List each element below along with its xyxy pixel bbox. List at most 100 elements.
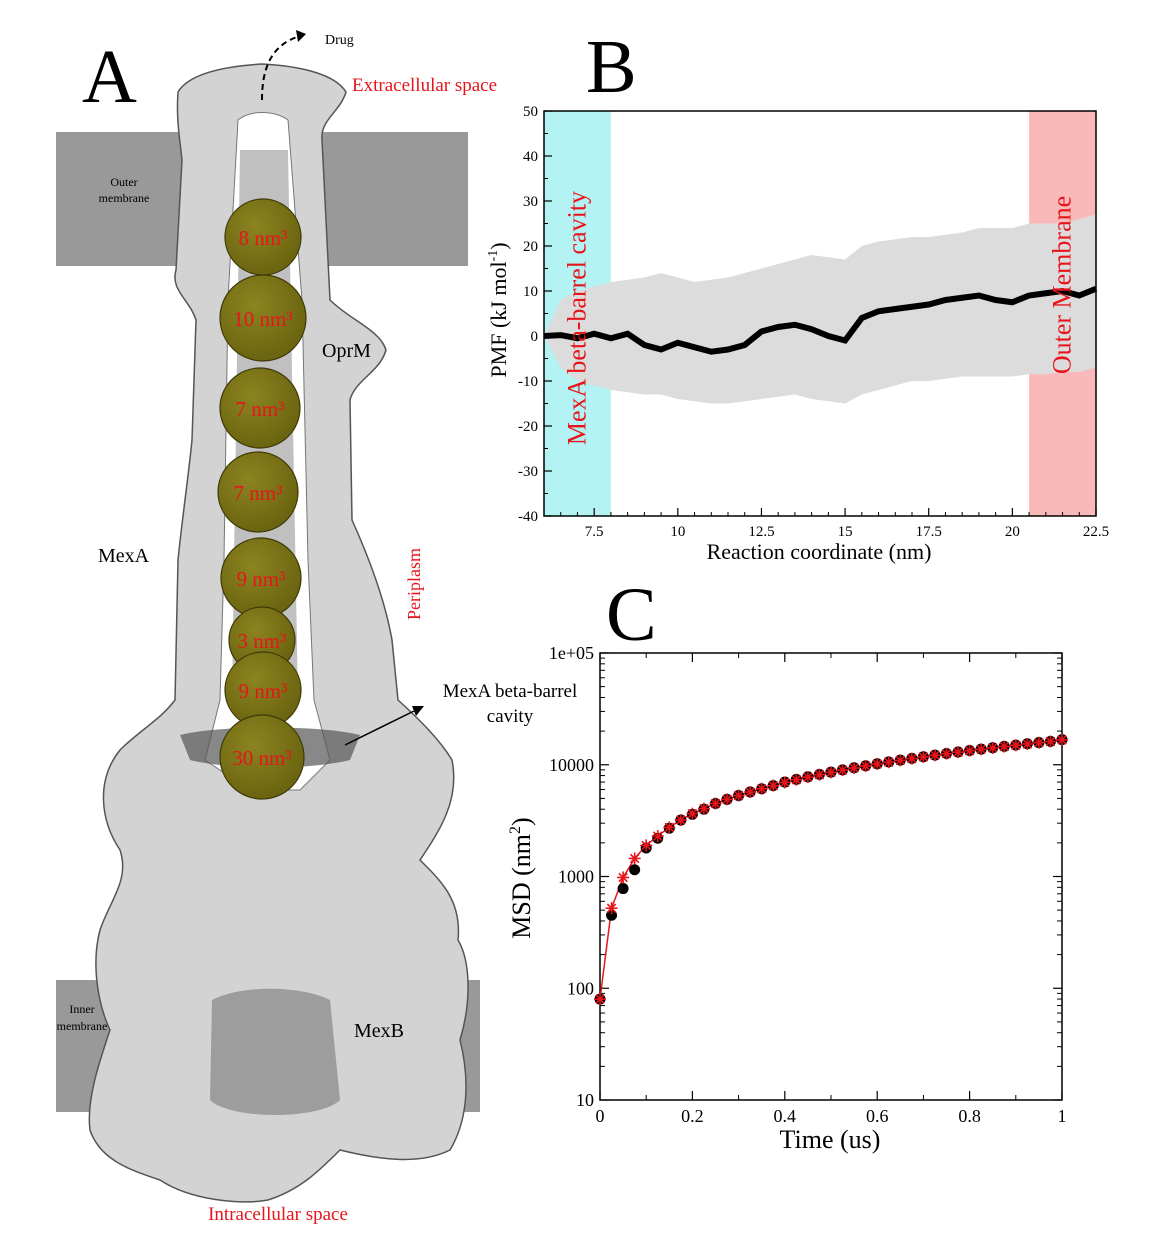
c-point-star bbox=[894, 754, 907, 767]
b-y-tick-label: 10 bbox=[523, 284, 538, 300]
c-point-star bbox=[778, 776, 791, 789]
c-point-star bbox=[825, 766, 837, 779]
c-point-star bbox=[617, 871, 630, 884]
c-x-tick-label: 0.2 bbox=[681, 1106, 704, 1126]
c-point-star bbox=[767, 779, 780, 792]
panel-a-letter: A bbox=[82, 35, 137, 119]
c-point-star bbox=[732, 789, 745, 802]
sphere-label-4: 7 nm³ bbox=[234, 481, 283, 505]
c-point-circle bbox=[606, 909, 618, 921]
c-point-circle bbox=[629, 864, 641, 876]
c-markers bbox=[594, 733, 1068, 1006]
drug-arrow bbox=[261, 35, 301, 101]
c-point-star bbox=[755, 782, 768, 795]
drug-label: Drug bbox=[325, 33, 354, 48]
sphere-label-6: 3 nm³ bbox=[238, 629, 287, 653]
b-y-tick-label: -20 bbox=[518, 419, 538, 435]
intracellular-label: Intracellular space bbox=[208, 1204, 348, 1225]
c-point-star bbox=[663, 821, 676, 834]
sphere-group: 8 nm³ 10 nm³ 7 nm³ 7 nm³ 9 nm³ 3 nm³ 9 nm³ 30 n… bbox=[217, 198, 307, 800]
sphere-8 bbox=[219, 714, 305, 800]
c-y-tick-label: 10000 bbox=[549, 755, 594, 775]
c-point-star bbox=[1056, 733, 1068, 746]
c-point-star bbox=[709, 797, 722, 810]
c-point-star bbox=[801, 771, 814, 784]
panel-b-letter: B bbox=[586, 25, 637, 109]
c-point-star bbox=[928, 749, 941, 762]
c-point-star bbox=[975, 743, 988, 756]
c-point-star bbox=[790, 773, 803, 786]
c-y-tick-label: 10 bbox=[576, 1090, 594, 1110]
sphere-2 bbox=[219, 274, 307, 362]
b-x-tick-label: 7.5 bbox=[585, 524, 604, 540]
b-x-tick-label: 10 bbox=[670, 524, 685, 540]
b-region-label-2: Outer Membrane bbox=[1048, 196, 1077, 374]
periplasm-label: Periplasm bbox=[404, 548, 424, 620]
c-point-star bbox=[998, 740, 1011, 753]
c-point-star bbox=[1009, 739, 1022, 752]
c-y-tick-label: 1e+05 bbox=[549, 643, 594, 663]
b-y-tick-label: 20 bbox=[523, 239, 538, 255]
b-y-tick-label: 40 bbox=[523, 149, 538, 165]
c-point-star bbox=[1032, 736, 1045, 749]
b-x-tick-label: 12.5 bbox=[748, 524, 774, 540]
panel-b-pmf-chart: B MexA beta-barrel cavity Outer Membrane … bbox=[486, 25, 1109, 564]
c-point-star bbox=[640, 839, 653, 852]
c-point-star bbox=[686, 807, 699, 820]
c-x-tick-label: 0 bbox=[596, 1106, 605, 1126]
c-point-star bbox=[940, 747, 953, 760]
c-point-star bbox=[905, 752, 918, 765]
b-error-band bbox=[544, 214, 1096, 404]
sphere-label-8: 30 nm³ bbox=[232, 746, 291, 770]
c-point-star bbox=[859, 759, 872, 772]
mexb-label: MexB bbox=[354, 1020, 404, 1042]
c-point-star bbox=[917, 750, 930, 763]
b-region-label-1: MexA beta-barrel cavity bbox=[562, 191, 591, 445]
panel-c-msd-chart: C 0 0.2 0.4 0.6 0.8 1 10 100 1000 10000 1e+05 Time… bbox=[507, 573, 1068, 1154]
c-x-tick-label: 0.6 bbox=[866, 1106, 889, 1126]
b-x-tick-label: 22.5 bbox=[1083, 524, 1109, 540]
cavity-arrowhead bbox=[412, 706, 424, 716]
drug-arrowhead bbox=[296, 30, 306, 42]
c-point-star bbox=[986, 741, 999, 754]
c-point-star bbox=[651, 830, 664, 843]
c-x-tick-label: 0.8 bbox=[958, 1106, 981, 1126]
sphere-label-7: 9 nm³ bbox=[239, 679, 288, 703]
b-y-tick-label: 0 bbox=[531, 329, 539, 345]
b-x-tick-label: 15 bbox=[838, 524, 853, 540]
c-point-star bbox=[963, 744, 976, 757]
sphere-3 bbox=[219, 367, 301, 449]
b-y-tick-label: -10 bbox=[518, 374, 538, 390]
cavity-label-2: cavity bbox=[487, 706, 534, 727]
c-point-star bbox=[836, 764, 849, 777]
c-point-star bbox=[1044, 735, 1057, 748]
b-region-labels: MexA beta-barrel cavity Outer Membrane bbox=[562, 191, 1076, 445]
b-y-tick-label: 30 bbox=[523, 194, 538, 210]
outer-membrane-label-1: Outer bbox=[110, 175, 137, 189]
c-point-star bbox=[1021, 737, 1034, 750]
c-point-star bbox=[848, 762, 861, 775]
inner-membrane-label-1: Inner bbox=[69, 1002, 94, 1016]
outer-membrane-label-2: membrane bbox=[99, 191, 150, 205]
sphere-label-1: 8 nm³ bbox=[239, 226, 288, 250]
b-y-tick-label: -40 bbox=[518, 509, 538, 525]
b-x-tick-label: 20 bbox=[1005, 524, 1020, 540]
cavity-arrow bbox=[344, 710, 415, 746]
c-point-star bbox=[952, 746, 965, 759]
c-point-star bbox=[813, 768, 826, 781]
b-y-tick-label: -30 bbox=[518, 464, 538, 480]
extracellular-label: Extracellular space bbox=[352, 75, 497, 96]
c-x-tick-label: 0.4 bbox=[774, 1106, 797, 1126]
c-point-star bbox=[744, 786, 757, 799]
b-pmf-line bbox=[543, 285, 1098, 355]
c-point-star bbox=[605, 902, 618, 915]
panel-c-letter: C bbox=[606, 573, 657, 657]
oprm-label: OprM bbox=[322, 340, 371, 362]
b-x-tick-label: 17.5 bbox=[916, 524, 942, 540]
c-point-star bbox=[674, 814, 687, 827]
b-y-axis-label: PMF (kJ mol-1) bbox=[486, 242, 511, 377]
c-point-star bbox=[697, 802, 710, 815]
panel-a-structure: 8 nm³ 10 nm³ 7 nm³ 7 nm³ 9 nm³ 3 nm³ 9 nm³ 30 n… bbox=[56, 30, 577, 1225]
b-ticks: 7.5 10 12.5 15 17.5 20 22.5 -40 -30 -20 -10 0 10 20 30… bbox=[518, 104, 1109, 540]
